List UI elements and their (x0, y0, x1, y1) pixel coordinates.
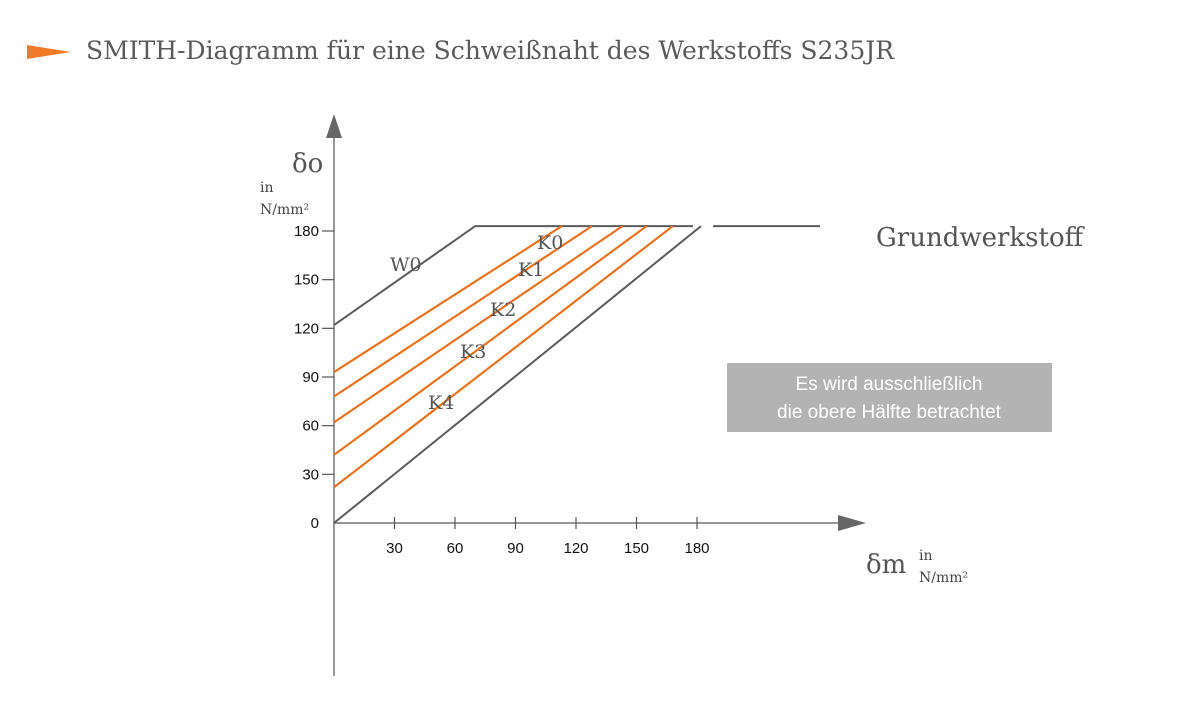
series-line-w0 (333, 225, 693, 326)
y-tick-label: 0 (311, 515, 319, 532)
y-axis-unit-in: in (260, 180, 274, 196)
x-tick-label: 30 (386, 540, 403, 557)
y-tick-label: 30 (302, 466, 319, 483)
series-label-k4: K4 (428, 392, 454, 414)
y-axis-symbol: δo (292, 149, 323, 179)
title-arrow-icon (27, 45, 71, 59)
series-line-boundary-6 (333, 225, 702, 524)
series-label-k3: K3 (460, 341, 486, 363)
note-line-1: Es wird ausschließlich (796, 374, 983, 395)
y-tick-label: 120 (294, 320, 319, 337)
x-axis-arrow-icon (838, 515, 866, 531)
note-line-2: die obere Hälfte betrachtet (777, 402, 1002, 423)
axes (326, 114, 866, 676)
series-line-k2 (333, 225, 624, 424)
y-axis-unit: N/mm² (260, 202, 309, 218)
series-label-k1: K1 (518, 259, 544, 281)
y-axis-arrow-icon (326, 114, 342, 138)
x-tick-label: 120 (563, 540, 588, 557)
series-line-k0 (333, 225, 563, 374)
series-label-k2: K2 (490, 299, 516, 321)
series-lines (333, 225, 820, 524)
series-line-k1 (333, 225, 593, 398)
y-tick-label: 60 (302, 418, 319, 435)
series-label-k0: K0 (537, 232, 563, 254)
note-box: Es wird ausschließlich die obere Hälfte … (727, 363, 1052, 432)
y-tick-label: 180 (294, 223, 319, 240)
y-ticks: 0 30 60 90 120 150 180 (294, 223, 334, 532)
x-tick-label: 150 (624, 540, 649, 557)
note-background (727, 363, 1052, 432)
x-axis-unit-in: in (919, 548, 933, 564)
x-tick-label: 90 (507, 540, 524, 557)
x-axis-symbol: δm (866, 550, 906, 580)
y-tick-label: 150 (294, 272, 319, 289)
series-line-k3 (333, 225, 648, 456)
x-tick-label: 60 (447, 540, 464, 557)
series-label-w0: W0 (390, 254, 422, 276)
base-material-label: Grundwerkstoff (876, 223, 1086, 253)
x-axis-unit: N/mm² (919, 570, 968, 586)
page-title: SMITH-Diagramm für eine Schweißnaht des … (86, 36, 895, 65)
x-tick-label: 180 (684, 540, 709, 557)
series-line-k4 (333, 225, 674, 489)
x-ticks: 30 60 90 120 150 180 (386, 517, 710, 557)
y-tick-label: 90 (302, 369, 319, 386)
